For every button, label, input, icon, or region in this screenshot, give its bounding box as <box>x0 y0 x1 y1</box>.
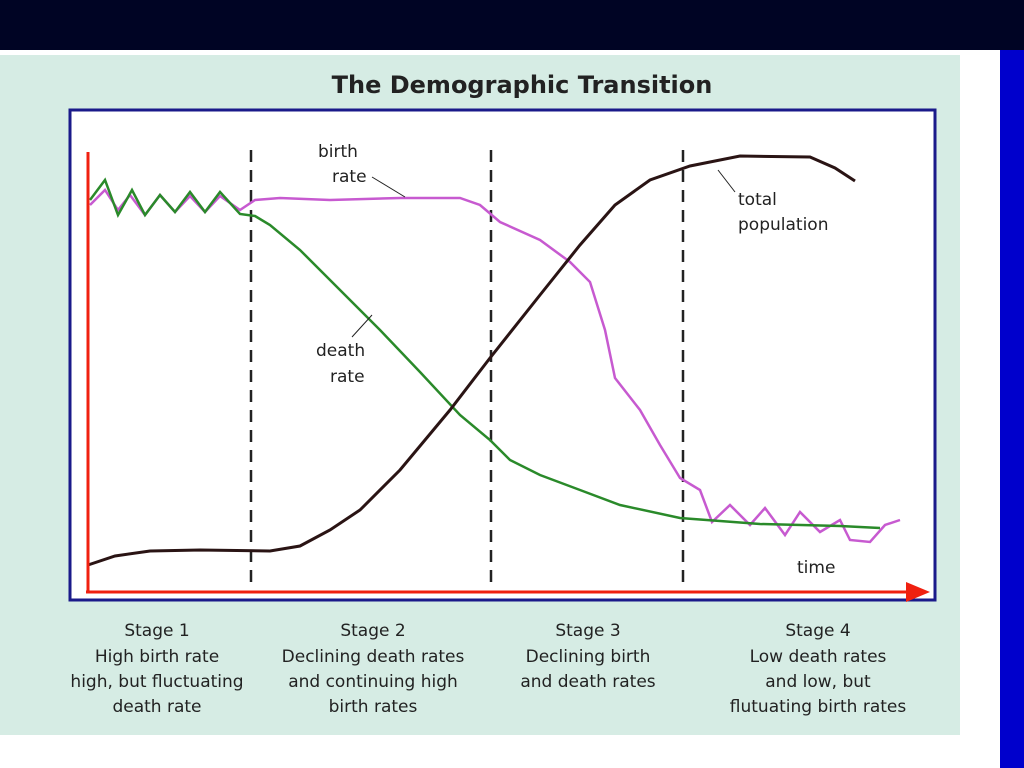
stage-title: Stage 4 <box>785 621 850 641</box>
label: rate <box>330 367 365 387</box>
stage-title: Stage 1 <box>124 621 189 641</box>
curve-labels: birth rate death rate total population t… <box>316 142 835 578</box>
stage-description: Low death rates <box>750 647 887 667</box>
stage-dividers <box>249 150 685 588</box>
stage-captions: Stage 1 High birth rate high, but fluctuat… <box>70 621 906 717</box>
leader <box>371 176 406 198</box>
side-band <box>1000 50 1024 768</box>
leader <box>717 169 736 193</box>
title: The Demographic Transition <box>332 71 713 99</box>
stage-description: flutuating birth rates <box>730 697 907 717</box>
label: time <box>797 558 835 578</box>
x-axis-arrow <box>906 582 930 602</box>
stage-description: high, but fluctuating <box>70 672 243 692</box>
top-band <box>0 0 1024 50</box>
stage-description: and low, but <box>765 672 871 692</box>
death-rate-curve <box>89 177 881 530</box>
chart-box <box>68 108 937 602</box>
stage-description: High birth rate <box>95 647 219 667</box>
label: death <box>316 341 365 361</box>
stage-title: Stage 3 <box>555 621 620 641</box>
stage-description: Declining death rates <box>282 647 465 667</box>
stage-description: and continuing high <box>288 672 458 692</box>
stage-description: and death rates <box>520 672 655 692</box>
label: total <box>738 190 777 210</box>
stage-description: Declining birth <box>526 647 651 667</box>
stage-description: birth rates <box>329 697 418 717</box>
label: population <box>738 215 828 235</box>
leader <box>351 314 373 338</box>
total-population-curve <box>87 154 856 567</box>
label: birth <box>318 142 358 162</box>
stage-description: death rate <box>112 697 201 717</box>
stage-title: Stage 2 <box>340 621 405 641</box>
label: rate <box>332 167 367 187</box>
